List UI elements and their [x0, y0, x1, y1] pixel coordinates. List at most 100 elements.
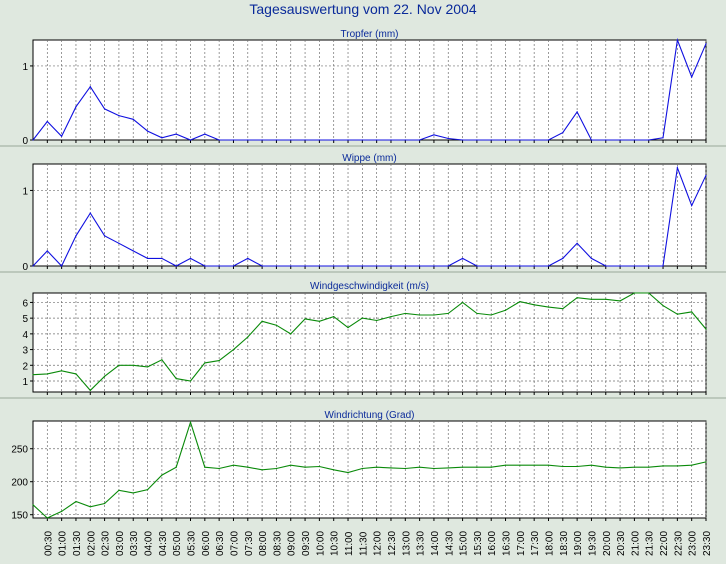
- chart-3-plot-area: [32, 292, 707, 393]
- chart-1-data-point: [619, 139, 621, 141]
- chart-2-data-point: [490, 265, 492, 267]
- chart-3-data-point: [75, 373, 77, 375]
- chart-1-data-point: [447, 137, 449, 140]
- chart-2-data-point: [132, 250, 134, 252]
- chart-4-data-point: [476, 466, 478, 468]
- chart-3-y-tick-label: 1: [22, 377, 28, 388]
- chart-4-y-tick-label: 150: [11, 511, 28, 522]
- page-title: Tagesauswertung vom 22. Nov 2004: [249, 1, 477, 17]
- chart-3-data-point: [132, 364, 134, 366]
- chart-3-data-point: [376, 319, 378, 322]
- chart-4-data-point: [605, 466, 607, 468]
- x-tick-label: 20:00: [602, 531, 613, 556]
- chart-1-data-point: [691, 76, 693, 78]
- chart-3-data-point: [118, 364, 120, 366]
- x-tick-label: 17:30: [530, 531, 541, 556]
- chart-4-data-point: [447, 467, 449, 469]
- x-tick-label: 21:30: [645, 531, 656, 556]
- x-tick-label: 23:00: [688, 531, 699, 556]
- chart-2-data-point: [333, 265, 335, 267]
- chart-3-data-point: [490, 314, 492, 316]
- chart-3-data-point: [32, 374, 34, 376]
- chart-2-series-line: [32, 165, 707, 267]
- chart-4-data-point: [648, 466, 650, 468]
- chart-4-data-point: [490, 466, 492, 468]
- chart-4-data-point: [404, 467, 406, 470]
- chart-2-data-point: [504, 265, 507, 267]
- chart-1-data-point: [175, 133, 177, 135]
- chart-2-data-point: [304, 265, 306, 267]
- chart-3-y-tick-label: 5: [22, 314, 28, 325]
- chart-4-title: Windrichtung (Grad): [324, 410, 414, 421]
- chart-3-data-point: [576, 297, 578, 299]
- chart-3-y-tick-label: 3: [22, 346, 28, 357]
- chart-4-data-point: [662, 465, 664, 467]
- chart-4-data-point: [189, 421, 192, 423]
- chart-2-data-point: [75, 235, 77, 237]
- chart-2-data-point: [419, 265, 421, 267]
- chart-3-data-point: [533, 304, 535, 306]
- chart-1-data-point: [361, 139, 363, 141]
- chart-3-data-point: [275, 324, 278, 326]
- x-tick-label: 21:00: [630, 531, 641, 556]
- chart-2-data-point: [390, 265, 392, 267]
- x-tick-label: 22:30: [673, 531, 684, 556]
- chart-1-data-point: [347, 139, 349, 141]
- chart-2-data-point: [461, 257, 464, 260]
- chart-2-data-point: [103, 235, 106, 237]
- chart-4-data-point: [676, 465, 678, 467]
- chart-1-data-point: [562, 131, 564, 134]
- chart-4-data-point: [533, 464, 535, 466]
- chart-2-data-point: [619, 265, 621, 267]
- x-tick-label: 00:30: [43, 531, 54, 556]
- chart-4-data-point: [161, 474, 163, 476]
- chart-4-data-point: [691, 464, 693, 466]
- chart-2-y-tick-label: 1: [22, 186, 28, 197]
- chart-2-data-point: [347, 265, 349, 267]
- chart-1-data-point: [376, 139, 378, 141]
- chart-4-data-point: [175, 466, 177, 468]
- chart-4-data-point: [103, 502, 106, 505]
- chart-4-data-point: [433, 467, 435, 470]
- chart-1-data-point: [662, 137, 664, 139]
- chart-4-data-point: [275, 467, 278, 470]
- chart-4-data-point: [590, 464, 593, 466]
- chart-2-data-point: [662, 265, 664, 267]
- chart-2-data-point: [46, 250, 48, 252]
- chart-4-data-point: [619, 467, 621, 469]
- chart-3-data-point: [633, 292, 636, 294]
- chart-1-data-point: [275, 139, 278, 141]
- chart-1-data-point: [504, 139, 507, 141]
- chart-2-data-point: [590, 257, 593, 260]
- chart-1-series-line: [32, 37, 707, 141]
- chart-3-data-point: [419, 314, 421, 316]
- x-tick-label: 16:00: [487, 531, 498, 556]
- chart-3-data-point: [590, 298, 593, 300]
- chart-3-data-point: [619, 300, 621, 302]
- chart-3-data-point: [519, 301, 521, 303]
- chart-4-data-point: [461, 466, 464, 468]
- chart-3-data-point: [404, 312, 406, 315]
- x-tick-label: 06:00: [201, 531, 212, 556]
- chart-2-data-point: [175, 265, 177, 267]
- chart-2-data-point: [261, 265, 263, 267]
- chart-3-data-point: [547, 306, 550, 308]
- chart-4-y-tick-label: 200: [11, 478, 28, 489]
- chart-4-y-tick-label: 250: [11, 445, 28, 456]
- chart-4-data-point: [118, 489, 120, 491]
- chart-2-data-point: [32, 265, 34, 267]
- x-tick-label: 18:00: [544, 531, 555, 556]
- chart-3-data-point: [361, 317, 363, 319]
- chart-3-data-point: [476, 312, 478, 315]
- chart-3-data-point: [261, 320, 263, 322]
- chart-2-data-point: [447, 265, 449, 267]
- chart-2-data-point: [89, 212, 91, 214]
- chart-3-data-point: [247, 336, 249, 338]
- chart-1-data-point: [404, 139, 406, 141]
- chart-2-data-point: [404, 265, 406, 267]
- chart-1-data-point: [146, 130, 149, 132]
- chart-4-data-point: [232, 464, 235, 466]
- chart-1-data-point: [290, 139, 292, 141]
- chart-4-data-point: [562, 465, 564, 468]
- chart-3-data-point: [705, 328, 707, 330]
